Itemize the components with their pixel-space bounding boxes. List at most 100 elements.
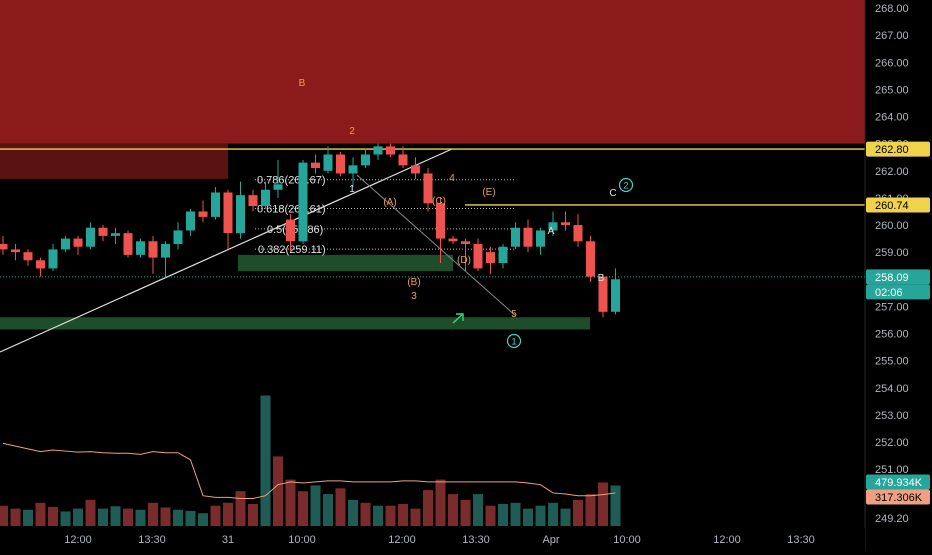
candle-body (448, 238, 458, 242)
volume-bar (573, 499, 583, 526)
candle-body (398, 154, 408, 166)
wave-label: 5 (511, 309, 517, 320)
candle-body (386, 146, 395, 155)
volume-bar (548, 502, 558, 526)
wave-label: B (598, 273, 605, 284)
candle-body (248, 195, 258, 207)
price-tick-label: 260.00 (875, 220, 909, 232)
volume-bar (260, 395, 271, 526)
candle-body (286, 219, 295, 242)
volume-bar (173, 509, 183, 526)
support-zone-lower (0, 317, 590, 330)
candle-body (611, 279, 620, 312)
time-tick-label: 13:30 (462, 534, 490, 546)
wave-circle (506, 333, 522, 349)
volume-bar (485, 505, 496, 526)
candle-body (223, 192, 233, 234)
price-tag-262-80-bg (866, 141, 930, 157)
candles-layer (0, 143, 620, 318)
candle-body (336, 154, 345, 174)
volume-bar (348, 499, 358, 526)
candle-body (473, 244, 483, 269)
price-tick-label: 264.00 (875, 112, 909, 124)
volume-bar (10, 508, 21, 526)
price-tick-label: 257.00 (875, 301, 909, 313)
candle-body (423, 173, 433, 204)
price-tick-label: 265.00 (875, 84, 909, 96)
volume-bar (135, 509, 146, 526)
wave-label: 3 (411, 291, 417, 302)
volume-bar (248, 503, 258, 526)
volume-bar (110, 506, 121, 526)
candle-body (498, 246, 508, 263)
time-tick-label: 10:00 (288, 534, 316, 546)
fib-level-label: 0.382(259.11) (258, 244, 326, 256)
candle-body (73, 238, 83, 247)
annotations-layer: B 2 1 (A) (C) (E) (B) (D) 3 4 5 C A B 2 1 (299, 78, 634, 349)
price-tick-label: 266.00 (875, 57, 909, 69)
drawings-layer: 0.786(261.67) 0.618(260.61) 0.5(259.86) 0.3… (0, 148, 865, 353)
candle-body (361, 154, 370, 166)
price-tick-label: 259.00 (875, 247, 909, 259)
volume-bar (610, 485, 621, 526)
wave-label: (D) (457, 255, 471, 266)
volume-bar (435, 479, 446, 526)
candle-body (36, 260, 45, 269)
volume-layer (0, 395, 621, 526)
candle-body (298, 162, 308, 242)
candle-body (411, 165, 420, 174)
fib-level-label: 0.618(260.61) (257, 203, 326, 215)
volume-bar (373, 505, 383, 526)
candle-body (586, 241, 595, 277)
candle-body (61, 238, 70, 250)
volume-bar (160, 507, 171, 526)
volume-bar (398, 503, 408, 526)
volume-bar (23, 509, 33, 526)
volume-bar (235, 491, 246, 526)
price-tick-label: 256.00 (875, 329, 909, 341)
price-tick-label: 251.00 (875, 464, 909, 476)
volume-bar (335, 488, 346, 526)
price-tick-label: 252.00 (875, 437, 909, 449)
price-tick-label: 268.00 (875, 3, 909, 15)
volume-bar (560, 508, 571, 526)
price-tick-label: 255.00 (875, 356, 909, 368)
wave-label: C (609, 188, 616, 199)
candle-body (148, 241, 158, 258)
candle-body (48, 249, 58, 269)
volume-ma-tag: 317.306K (875, 492, 923, 504)
volume-tag: 479.934K (875, 477, 923, 489)
candle-body (111, 233, 120, 236)
volume-bar (460, 499, 471, 526)
candle-body (536, 230, 545, 247)
candle-body (86, 227, 95, 247)
time-tick-label: 12:00 (713, 534, 741, 546)
candle-body (273, 184, 283, 190)
wave-label: 1 (349, 184, 355, 195)
price-tag-countdown-bg (866, 284, 930, 300)
volume-ma-line (2, 442, 616, 499)
volume-bar (423, 490, 433, 526)
volume-bar (123, 508, 133, 526)
time-tick-label: 31 (222, 534, 234, 546)
volume-bar (510, 502, 521, 526)
volume-bar (410, 508, 421, 526)
volume-bar (185, 510, 196, 526)
wave-label: (A) (383, 197, 396, 208)
candle-body (436, 203, 445, 239)
volume-bar (73, 508, 83, 526)
candle-body (461, 241, 470, 245)
volume-bar (0, 505, 8, 526)
volume-bar (598, 482, 608, 526)
trendline (0, 148, 453, 353)
time-axis-bg (0, 528, 865, 550)
wave-label: B (299, 78, 306, 89)
time-tick-label: 10:00 (613, 534, 641, 546)
candle-body (373, 146, 383, 155)
time-tick-label: 13:30 (787, 534, 815, 546)
volume-bar (298, 491, 308, 526)
candle-body (598, 276, 608, 312)
